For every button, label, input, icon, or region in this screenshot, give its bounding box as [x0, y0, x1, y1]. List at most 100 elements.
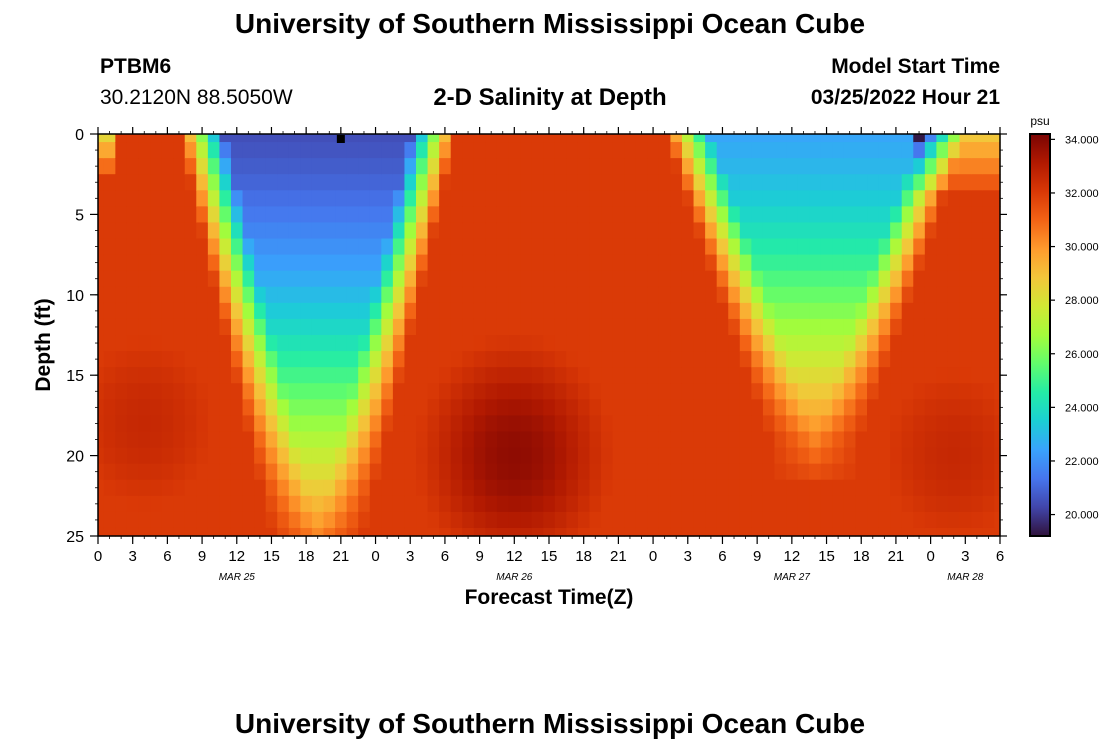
heat-cell: [601, 286, 614, 304]
heat-cell: [115, 190, 128, 207]
heat-cell: [843, 270, 857, 288]
heat-cell: [901, 495, 914, 513]
heat-cell: [416, 302, 429, 320]
heat-cell: [601, 415, 614, 433]
heat-cell: [843, 206, 857, 224]
heat-cell: [150, 254, 163, 272]
heat-cell: [427, 270, 440, 288]
heat-cell: [554, 190, 567, 207]
heat-cell: [832, 238, 845, 256]
heat-cell: [184, 527, 197, 537]
heat-cell: [230, 142, 244, 159]
heat-cell: [693, 495, 706, 513]
heat-cell: [531, 254, 544, 272]
heat-cell: [797, 527, 810, 537]
heat-cell: [693, 527, 706, 537]
heat-cell: [624, 190, 637, 207]
heat-cell: [809, 286, 822, 304]
heat-cell: [427, 415, 440, 433]
heat-cell: [98, 447, 105, 465]
heat-cell: [219, 318, 232, 336]
heat-cell: [230, 302, 244, 320]
heat-cell: [358, 335, 371, 352]
heat-cell: [959, 206, 972, 224]
heat-cell: [288, 415, 301, 433]
heat-cell: [323, 158, 336, 175]
heat-cell: [728, 206, 741, 224]
heat-cell: [277, 254, 290, 272]
heat-cell: [277, 495, 290, 513]
heat-cell: [288, 238, 301, 256]
heat-cell: [971, 431, 984, 449]
heat-cell: [196, 158, 209, 175]
heat-cell: [947, 270, 961, 288]
heat-cell: [890, 158, 903, 175]
heat-cell: [115, 351, 128, 368]
heat-cell: [820, 318, 833, 336]
heat-cell: [635, 511, 648, 529]
heat-cell: [589, 351, 602, 368]
heat-cell: [230, 463, 244, 481]
heat-cell: [450, 415, 463, 433]
colorbar-tick-label: 30.000: [1065, 242, 1099, 254]
heat-cell: [809, 431, 822, 449]
model-start-label: Model Start Time: [831, 55, 1000, 78]
x-tick-label: 0: [926, 548, 934, 565]
heat-cell: [485, 158, 498, 175]
heat-cell: [601, 238, 614, 256]
heat-cell: [335, 367, 348, 384]
heat-cell: [982, 463, 995, 481]
heat-cell: [681, 254, 695, 272]
heat-cell: [416, 511, 429, 529]
heat-cell: [115, 238, 128, 256]
heat-cell: [982, 415, 995, 433]
heat-cell: [601, 174, 614, 191]
heat-cell: [242, 335, 255, 352]
heat-cell: [658, 142, 672, 159]
heat-cell: [254, 479, 267, 497]
heat-cell: [982, 254, 995, 272]
heat-cell: [219, 463, 232, 481]
heat-cell: [103, 238, 116, 256]
heat-cell: [693, 190, 706, 207]
heat-cell: [786, 415, 799, 433]
heat-cell: [936, 286, 949, 304]
heat-cell: [207, 190, 221, 207]
heat-cell: [404, 479, 417, 497]
heat-cell: [335, 158, 348, 175]
heat-cell: [161, 511, 174, 529]
heat-cell: [346, 415, 359, 433]
heat-cell: [624, 302, 637, 320]
heat-cell: [809, 134, 822, 143]
heat-cell: [913, 238, 926, 256]
heat-cell: [369, 415, 382, 433]
heat-cell: [624, 399, 637, 416]
heat-cell: [381, 335, 394, 352]
heat-cell: [369, 318, 382, 336]
heat-cell: [901, 190, 914, 207]
heat-cell: [890, 447, 903, 465]
heat-cell: [936, 318, 949, 336]
heat-cell: [820, 270, 833, 288]
heat-cell: [531, 527, 544, 537]
heat-cell: [335, 479, 348, 497]
heat-cell: [311, 399, 325, 416]
heat-cell: [381, 270, 394, 288]
heat-cell: [439, 190, 452, 207]
heat-cell: [589, 511, 602, 529]
heat-cell: [485, 134, 498, 143]
heat-cell: [577, 222, 591, 240]
heat-cell: [890, 527, 903, 537]
heat-cell: [786, 335, 799, 352]
heat-cell: [311, 286, 325, 304]
page-title: University of Southern Mississippi Ocean…: [234, 8, 866, 39]
heat-cell: [277, 286, 290, 304]
heat-cell: [126, 302, 140, 320]
heat-cell: [450, 318, 463, 336]
heat-cell: [311, 134, 325, 143]
heat-cell: [971, 383, 984, 400]
heat-cell: [462, 318, 475, 336]
heat-cell: [959, 142, 972, 159]
heat-cell: [947, 415, 961, 433]
heat-cell: [300, 479, 313, 497]
